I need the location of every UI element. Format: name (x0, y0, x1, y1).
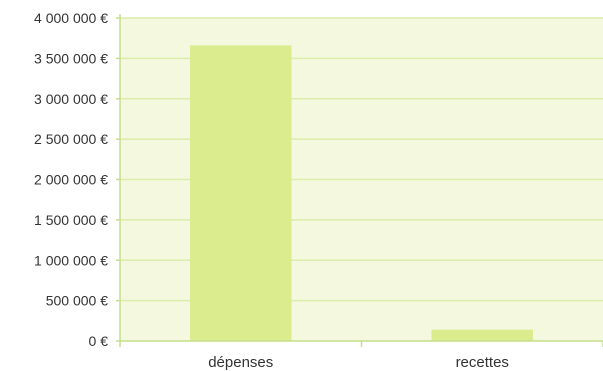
x-category-label: recettes (456, 354, 509, 371)
y-tick-label: 3 500 000 € (34, 50, 108, 66)
x-category-label: dépenses (208, 354, 273, 371)
bar-0 (190, 45, 292, 342)
y-tick-label: 0 € (89, 333, 109, 349)
y-tick-label: 500 000 € (46, 293, 108, 309)
y-tick-label: 1 500 000 € (34, 212, 108, 228)
y-tick-label: 4 000 000 € (34, 10, 108, 26)
bar-1 (431, 329, 533, 341)
y-tick-label: 2 500 000 € (34, 131, 108, 147)
y-tick-label: 2 000 000 € (34, 172, 108, 188)
y-tick-label: 1 000 000 € (34, 252, 108, 268)
y-tick-label: 3 000 000 € (34, 91, 108, 107)
